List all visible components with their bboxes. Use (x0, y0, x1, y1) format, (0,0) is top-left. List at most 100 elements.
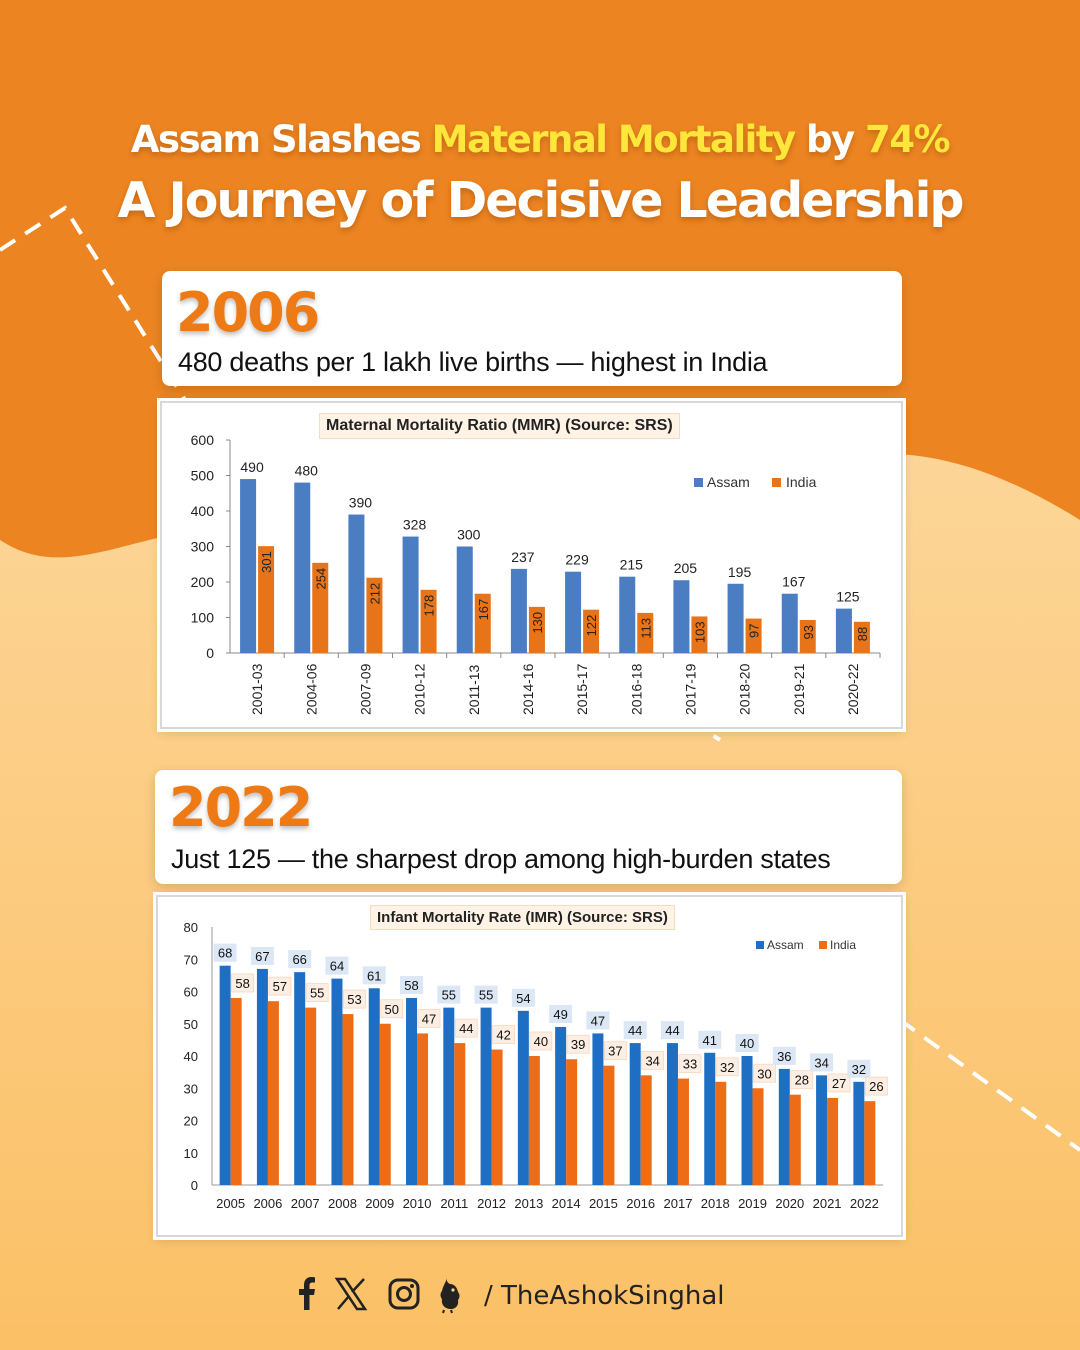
mmr-label-india: 113 (638, 618, 653, 639)
imr-label-box-assam (735, 1034, 759, 1052)
imr-bar-india (528, 1056, 540, 1185)
imr-label-box-assam (660, 1021, 684, 1040)
imr-chart: Infant Mortality Rate (IMR) (Source: SRS… (156, 895, 903, 1237)
mmr-bar-assam (402, 536, 419, 653)
imr-label-india: 42 (496, 1028, 510, 1043)
imr-label-assam: 44 (665, 1023, 679, 1038)
mmr-legend-swatch-india (772, 478, 781, 487)
imr-x-tick-label: 2019 (738, 1196, 767, 1211)
imr-x-tick-label: 2007 (291, 1196, 320, 1211)
headline-line-2: A Journey of Decisive Leadership (117, 172, 965, 229)
imr-label-box-india (678, 1054, 702, 1073)
imr-bar-india (230, 997, 242, 1185)
imr-label-india: 55 (310, 986, 324, 1001)
imr-label-assam: 64 (330, 959, 344, 974)
imr-label-box-india (417, 1009, 441, 1028)
imr-y-tick-label: 30 (184, 1081, 198, 1096)
mmr-label-india: 301 (259, 551, 274, 573)
mmr-bar-india (474, 593, 491, 653)
mmr-label-india: 93 (801, 625, 816, 639)
imr-bar-assam (555, 1026, 567, 1185)
mmr-bar-india (366, 577, 383, 653)
imr-label-india: 53 (347, 992, 361, 1007)
imr-y-tick-label: 40 (184, 1049, 198, 1064)
imr-y-tick-label: 20 (184, 1114, 198, 1129)
imr-label-box-assam (847, 1059, 871, 1078)
mmr-bar-assam (619, 576, 636, 653)
year-2006: 2006 (176, 281, 320, 344)
imr-label-box-assam (213, 943, 237, 962)
imr-x-tick-label: 2016 (626, 1196, 655, 1211)
mmr-y-tick-label: 0 (206, 645, 214, 661)
imr-x-tick-label: 2010 (403, 1196, 432, 1211)
social-footer (0, 1274, 1080, 1324)
mmr-label-india: 122 (584, 615, 599, 637)
imr-bar-india (827, 1097, 839, 1185)
mmr-bar-india (528, 606, 545, 653)
mmr-bar-assam (835, 608, 852, 653)
imr-y-tick-label: 0 (191, 1178, 198, 1193)
imr-bar-india (342, 1014, 354, 1185)
mmr-label-india: 178 (422, 595, 437, 617)
imr-chart-title: Infant Mortality Rate (IMR) (Source: SRS… (370, 905, 675, 930)
imr-label-box-india (305, 983, 329, 1003)
imr-label-india: 32 (720, 1060, 734, 1075)
mmr-x-tick-label: 2017-19 (682, 663, 698, 715)
imr-label-assam: 41 (703, 1033, 717, 1048)
imr-bar-assam (294, 972, 306, 1185)
imr-label-box-india (268, 976, 292, 996)
imr-label-box-assam (325, 956, 349, 975)
mmr-x-tick-label: 2011-13 (466, 664, 482, 715)
imr-label-india: 58 (235, 976, 249, 991)
imr-bar-assam (629, 1043, 641, 1185)
imr-label-box-assam (362, 966, 386, 985)
mmr-bar-india (420, 589, 437, 653)
imr-x-tick-label: 2017 (664, 1196, 693, 1211)
mmr-label-assam: 205 (674, 560, 698, 576)
mmr-y-tick-label: 200 (191, 574, 215, 590)
imr-label-india: 37 (608, 1044, 622, 1059)
imr-label-box-india (604, 1041, 627, 1061)
imr-label-box-assam (586, 1011, 610, 1030)
koo-icon[interactable] (433, 1274, 467, 1314)
imr-x-tick-label: 2014 (552, 1196, 581, 1211)
mmr-x-tick-label: 2018-20 (737, 663, 753, 715)
imr-legend-swatch-india (819, 941, 827, 949)
mmr-label-assam: 229 (565, 552, 589, 568)
imr-label-assam: 36 (777, 1049, 791, 1064)
imr-label-assam: 44 (628, 1023, 642, 1038)
instagram-icon[interactable] (387, 1274, 421, 1314)
x-icon[interactable] (334, 1274, 368, 1314)
imr-label-box-india (492, 1025, 515, 1044)
imr-x-tick-label: 2015 (589, 1196, 618, 1211)
imr-legend-assam: Assam (767, 938, 804, 952)
imr-x-tick-label: 2021 (813, 1196, 842, 1211)
imr-y-tick-label: 80 (184, 920, 198, 935)
imr-bar-assam (853, 1081, 865, 1185)
mmr-bar-india (853, 621, 870, 653)
mmr-y-tick-label: 400 (191, 503, 215, 519)
mmr-label-india: 88 (855, 627, 870, 641)
mmr-bar-assam (294, 482, 311, 653)
mmr-bar-india (258, 546, 275, 653)
imr-x-tick-label: 2005 (216, 1196, 245, 1211)
mmr-bar-india (691, 616, 708, 653)
facebook-icon[interactable] (290, 1274, 324, 1314)
imr-label-box-india (864, 1076, 888, 1096)
imr-label-box-india (566, 1034, 590, 1054)
mmr-label-assam: 125 (836, 589, 860, 605)
card-2006: 2006 480 deaths per 1 lakh live births —… (162, 271, 902, 386)
imr-label-box-india (790, 1070, 814, 1090)
mmr-x-tick-label: 2004-06 (303, 663, 319, 715)
imr-label-assam: 55 (479, 988, 493, 1003)
mmr-bar-assam (456, 546, 473, 653)
mmr-x-tick-label: 2001-03 (249, 663, 265, 715)
mmr-label-assam: 215 (620, 557, 644, 573)
imr-label-india: 47 (422, 1011, 436, 1026)
imr-label-box-india (827, 1073, 851, 1093)
imr-bar-assam (256, 968, 268, 1185)
mmr-bar-assam (510, 568, 527, 653)
imr-bar-india (454, 1043, 466, 1185)
imr-bar-assam (741, 1056, 753, 1185)
imr-label-box-assam (772, 1046, 796, 1065)
